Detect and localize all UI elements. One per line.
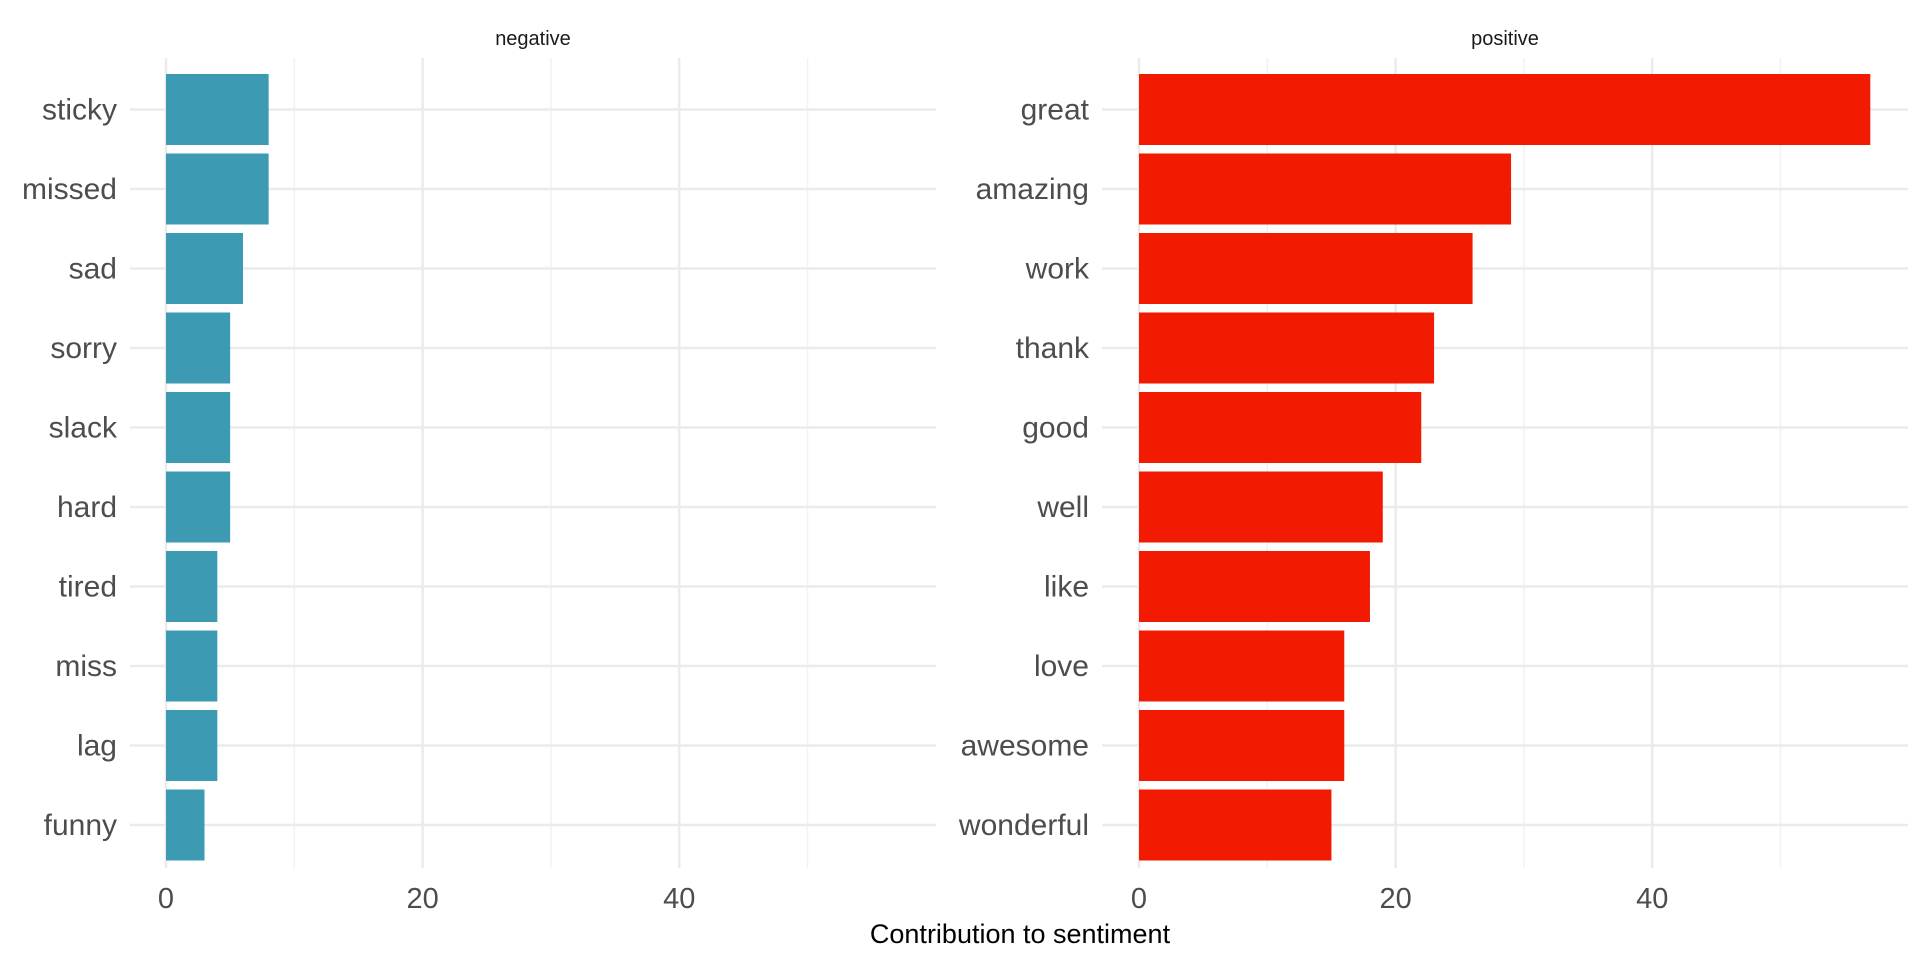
category-label: thank bbox=[1016, 332, 1090, 365]
bar-hard bbox=[166, 471, 231, 543]
bar-miss bbox=[166, 630, 218, 702]
category-label: wonderful bbox=[958, 809, 1089, 842]
category-label: great bbox=[1021, 94, 1090, 127]
bar-funny bbox=[166, 789, 205, 861]
bar-thank bbox=[1139, 312, 1435, 384]
category-label: love bbox=[1034, 650, 1089, 683]
x-tick-label: 20 bbox=[406, 883, 438, 915]
bar-love bbox=[1139, 630, 1345, 702]
panels-layer: sticky missed sad sorry slack hard tired miss la… bbox=[22, 28, 1908, 915]
x-tick-label: 40 bbox=[663, 883, 695, 915]
category-label: awesome bbox=[961, 730, 1089, 763]
bar-sticky bbox=[166, 74, 269, 145]
bar-amazing bbox=[1139, 153, 1512, 225]
panel-positive: great amazing work thank good well like love awe… bbox=[958, 28, 1908, 915]
facet-strip-label: positive bbox=[1471, 28, 1539, 50]
facet-strip-label: negative bbox=[495, 28, 571, 50]
bar-like bbox=[1139, 551, 1370, 622]
bar-tired bbox=[166, 551, 218, 622]
x-tick-label: 40 bbox=[1636, 883, 1668, 915]
category-label: good bbox=[1022, 412, 1089, 445]
x-tick-label: 0 bbox=[158, 883, 174, 915]
category-label: missed bbox=[22, 173, 117, 206]
category-label: sorry bbox=[50, 332, 117, 365]
category-label: miss bbox=[55, 650, 117, 683]
bar-good bbox=[1139, 392, 1422, 463]
bar-great bbox=[1139, 74, 1871, 145]
category-label: work bbox=[1025, 253, 1090, 286]
category-label: lag bbox=[77, 730, 117, 763]
bar-lag bbox=[166, 710, 218, 781]
category-label: hard bbox=[57, 491, 117, 524]
panel-negative: sticky missed sad sorry slack hard tired miss la… bbox=[22, 28, 936, 915]
category-label: well bbox=[1036, 491, 1089, 524]
x-tick-label: 0 bbox=[1131, 883, 1147, 915]
bar-wonderful bbox=[1139, 789, 1332, 861]
bar-sorry bbox=[166, 312, 231, 384]
category-label: funny bbox=[44, 809, 117, 842]
category-label: amazing bbox=[976, 173, 1089, 206]
bar-sad bbox=[166, 233, 243, 304]
bar-missed bbox=[166, 153, 269, 225]
category-label: sad bbox=[69, 253, 117, 286]
category-label: sticky bbox=[42, 94, 117, 127]
bar-work bbox=[1139, 233, 1473, 304]
bar-well bbox=[1139, 471, 1383, 543]
category-label: like bbox=[1044, 571, 1089, 604]
bar-slack bbox=[166, 392, 231, 463]
bar-awesome bbox=[1139, 710, 1345, 781]
category-label: slack bbox=[49, 412, 118, 445]
x-axis-title: Contribution to sentiment bbox=[870, 919, 1171, 949]
category-label: tired bbox=[59, 571, 117, 604]
x-tick-label: 20 bbox=[1379, 883, 1411, 915]
